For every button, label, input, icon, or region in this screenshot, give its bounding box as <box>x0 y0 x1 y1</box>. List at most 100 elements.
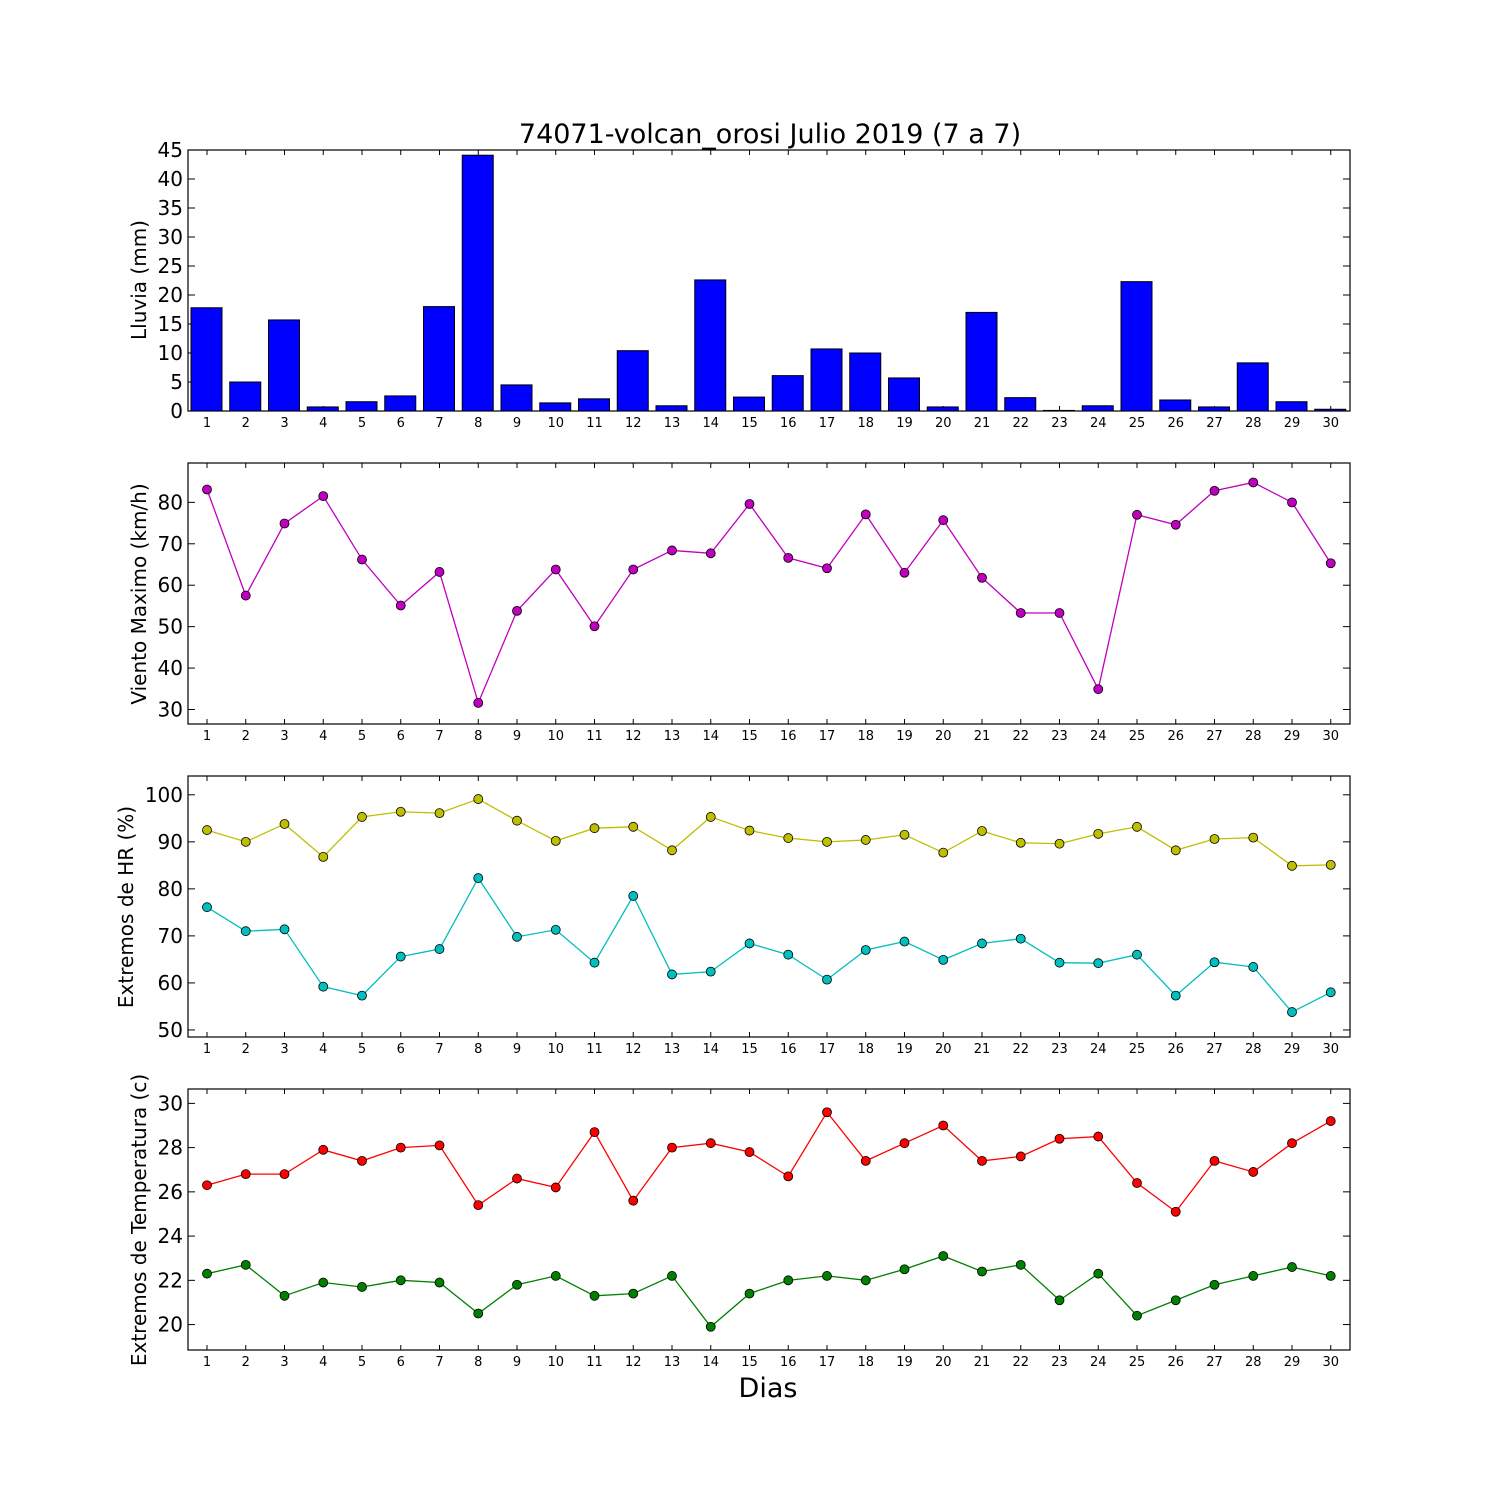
humidity-data-point <box>318 851 329 862</box>
temperature-data-point <box>705 1138 716 1149</box>
humidity-data-point <box>977 826 987 836</box>
rain-bar <box>1120 281 1153 412</box>
temperature-data-point <box>1248 1271 1259 1281</box>
humidity-x-tick-label: 30 <box>1322 1042 1339 1057</box>
temperature-data-point <box>279 1169 290 1180</box>
humidity-y-tick-label: 80 <box>158 877 183 901</box>
temperature-data-point <box>628 1195 639 1206</box>
temperature-data-point <box>860 1155 871 1166</box>
rain-bar <box>771 375 804 412</box>
temperature-data-point <box>512 1279 522 1290</box>
wind-x-tick-label: 8 <box>474 729 482 744</box>
wind-data-point <box>589 621 600 632</box>
temperature-data-point <box>667 1271 677 1281</box>
rainfall-x-tick-label: 23 <box>1051 416 1068 431</box>
wind-x-tick-label: 20 <box>935 729 952 744</box>
temperature-x-tick-label: 9 <box>513 1355 521 1370</box>
wind-data-point <box>434 567 445 577</box>
rain-bar <box>190 307 223 412</box>
humidity-data-point <box>899 936 910 947</box>
rain-bar <box>926 406 959 412</box>
temperature-data-point <box>240 1169 251 1180</box>
wind-x-tick-label: 12 <box>625 729 642 744</box>
wind-data-point <box>512 606 522 616</box>
rainfall-x-tick-label: 4 <box>319 416 327 431</box>
temperature-x-tick-label: 13 <box>664 1355 681 1370</box>
rainfall-x-tick-label: 18 <box>857 416 874 431</box>
temperature-data-point <box>357 1155 367 1166</box>
wind-x-tick-label: 17 <box>819 729 836 744</box>
humidity-data-point <box>744 938 755 949</box>
rainfall-x-tick-label: 26 <box>1167 416 1184 431</box>
temperature-x-tick-label: 12 <box>625 1355 642 1370</box>
rainfall-x-tick-label: 15 <box>741 416 758 431</box>
temperature-x-tick-label: 3 <box>280 1355 288 1370</box>
temperature-data-point <box>473 1308 484 1319</box>
wind-data-point <box>628 564 639 575</box>
rain-bar <box>1159 399 1192 412</box>
temperature-data-point <box>1325 1271 1336 1281</box>
wind-data-point <box>240 590 251 601</box>
temperature-y-tick-label: 28 <box>158 1136 183 1160</box>
rain-bar <box>888 377 920 412</box>
wind-data-point <box>899 567 910 578</box>
humidity-x-tick-label: 13 <box>664 1042 681 1057</box>
humidity-y-tick-label: 50 <box>158 1018 183 1042</box>
temperature-series-line <box>206 1111 1332 1213</box>
rain-bar <box>268 319 300 412</box>
humidity-y-tick-label: 70 <box>158 924 183 948</box>
humidity-data-point <box>1248 962 1259 972</box>
humidity-x-tick-label: 16 <box>780 1042 797 1057</box>
temperature-x-tick-label: 11 <box>586 1355 603 1370</box>
wind-data-point <box>822 563 832 574</box>
temperature-data-point <box>357 1282 367 1292</box>
wind-data-point <box>1325 558 1336 569</box>
wind-data-point <box>705 548 716 559</box>
humidity-data-point <box>1170 990 1181 1001</box>
temperature-data-point <box>1015 1259 1026 1270</box>
temperature-x-tick-label: 2 <box>242 1355 250 1370</box>
humidity-y-tick-label: 60 <box>158 971 183 995</box>
temperature-data-point <box>977 1266 987 1277</box>
humidity-data-point <box>1287 1007 1297 1017</box>
humidity-data-point <box>822 836 832 847</box>
humidity-series-line <box>206 876 1332 1013</box>
wind-series-line <box>206 481 1332 705</box>
humidity-data-point <box>1093 828 1104 839</box>
rainfall-x-tick-label: 12 <box>625 416 642 431</box>
temperature-data-point <box>1170 1206 1181 1217</box>
rainfall-x-tick-label: 24 <box>1090 416 1107 431</box>
humidity-x-tick-label: 25 <box>1129 1042 1146 1057</box>
temperature-data-point <box>1054 1295 1065 1306</box>
temperature-data-point <box>899 1138 910 1149</box>
wind-x-tick-label: 3 <box>280 729 288 744</box>
humidity-data-point <box>473 794 484 804</box>
humidity-data-point <box>1132 821 1142 832</box>
temperature-data-point <box>473 1200 484 1211</box>
humidity-data-point <box>240 926 251 937</box>
temperature-data-point <box>1287 1262 1297 1272</box>
temperature-y-tick-label: 22 <box>158 1268 183 1292</box>
humidity-data-point <box>202 825 212 835</box>
wind-x-tick-label: 5 <box>358 729 366 744</box>
humidity-data-point <box>938 954 949 965</box>
wind-x-tick-label: 10 <box>547 729 564 744</box>
wind-x-tick-label: 7 <box>435 729 443 744</box>
rainfall-x-tick-label: 2 <box>242 416 250 431</box>
humidity-data-point <box>744 825 755 836</box>
humidity-x-tick-label: 4 <box>319 1042 327 1057</box>
humidity-data-point <box>589 957 600 968</box>
rainfall-x-tick-label: 1 <box>203 416 211 431</box>
rain-bar <box>384 395 417 412</box>
wind-data-point <box>473 697 484 708</box>
humidity-data-point <box>512 931 522 942</box>
rainfall-x-tick-label: 19 <box>896 416 913 431</box>
humidity-y-label: Extremos de HR (%) <box>114 806 138 1008</box>
temperature-data-point <box>434 1277 445 1288</box>
wind-x-tick-label: 16 <box>780 729 797 744</box>
wind-y-tick-label: 40 <box>158 656 183 680</box>
humidity-data-point <box>1054 838 1065 849</box>
wind-data-point <box>395 600 406 611</box>
humidity-data-point <box>705 812 716 822</box>
humidity-x-tick-label: 11 <box>586 1042 603 1057</box>
